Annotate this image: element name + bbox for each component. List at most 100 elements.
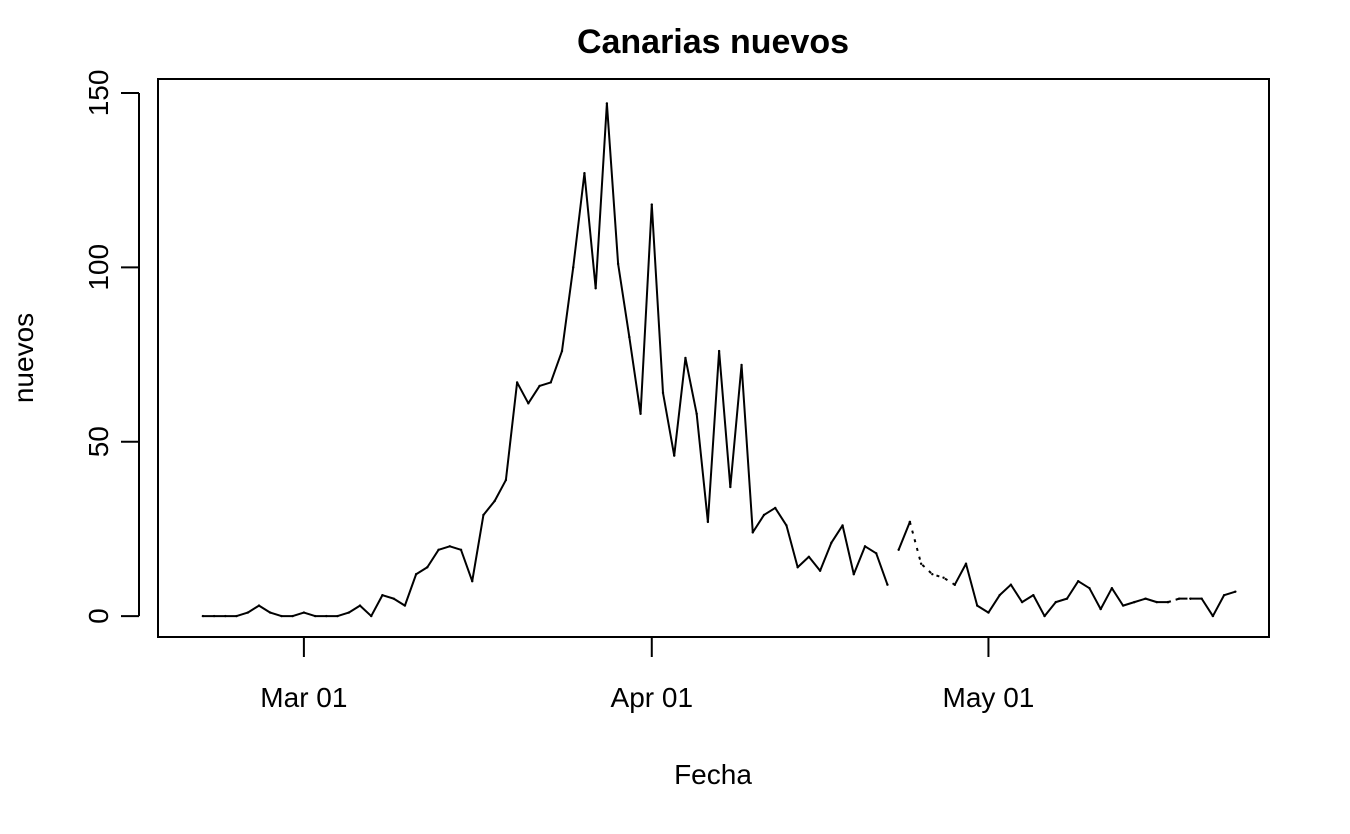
data-point: [931, 573, 934, 576]
x-tick-label: May 01: [943, 682, 1035, 713]
data-point: [1234, 590, 1237, 593]
data-point: [426, 566, 429, 569]
data-point: [370, 614, 373, 618]
series-layer: [201, 102, 1237, 618]
x-axis: Mar 01 Apr 01 May 01: [260, 637, 1034, 713]
data-point: [549, 381, 552, 384]
data-point: [998, 593, 1001, 597]
y-tick-label: 100: [83, 244, 114, 291]
data-point: [515, 381, 519, 384]
series-line: [953, 562, 1168, 618]
data-point: [257, 604, 261, 607]
data-point: [964, 562, 968, 565]
data-point: [897, 548, 900, 552]
data-point: [504, 478, 508, 482]
data-point: [471, 580, 474, 583]
data-point: [1155, 600, 1158, 604]
data-point: [751, 531, 754, 534]
data-point: [291, 614, 294, 618]
data-point: [875, 552, 878, 555]
y-axis-label: nuevos: [8, 313, 39, 403]
data-point: [1054, 600, 1057, 604]
data-point: [661, 391, 665, 395]
series-line: [202, 102, 889, 618]
data-point: [1043, 614, 1046, 618]
data-point: [1189, 597, 1192, 600]
x-tick-label: Apr 01: [611, 682, 694, 713]
data-point: [1222, 593, 1226, 597]
data-point: [987, 611, 990, 614]
data-point: [1099, 607, 1102, 611]
data-point: [235, 614, 238, 618]
data-point: [1077, 580, 1080, 583]
data-point: [818, 569, 822, 572]
data-point: [762, 513, 766, 517]
data-point: [482, 513, 485, 517]
series-line: [908, 521, 956, 586]
x-axis-label: Fecha: [674, 759, 752, 790]
series-line: [897, 521, 911, 551]
data-point: [1144, 597, 1147, 600]
data-point: [336, 614, 339, 618]
data-point: [605, 102, 609, 105]
data-point: [246, 611, 249, 614]
y-tick-label: 150: [83, 70, 114, 117]
data-point: [717, 349, 721, 353]
data-point: [212, 614, 216, 618]
data-point: [1121, 604, 1125, 607]
data-point: [493, 499, 496, 503]
y-axis: 0 50 100 150: [83, 70, 140, 624]
data-point: [448, 545, 451, 548]
data-point: [1133, 600, 1136, 604]
data-point: [796, 566, 799, 569]
data-point: [269, 611, 272, 614]
data-point: [1032, 593, 1035, 597]
data-point: [347, 611, 350, 614]
data-point: [706, 520, 710, 524]
data-point: [684, 356, 687, 360]
data-point: [403, 604, 407, 607]
data-point: [224, 614, 227, 618]
data-point: [381, 593, 384, 597]
data-point: [919, 562, 923, 565]
data-point: [942, 576, 945, 579]
data-point: [325, 614, 328, 618]
data-point: [437, 548, 440, 552]
data-point: [594, 287, 597, 290]
data-point: [280, 614, 283, 618]
data-point: [863, 545, 867, 548]
data-point: [774, 506, 777, 510]
data-point: [583, 171, 586, 175]
data-point: [302, 611, 306, 614]
data-point: [538, 384, 541, 388]
data-point: [841, 524, 844, 527]
plot-box: [157, 78, 1270, 638]
data-point: [886, 583, 889, 586]
data-point: [628, 335, 631, 339]
data-point: [830, 541, 833, 545]
data-point: [358, 604, 362, 607]
data-point: [414, 573, 418, 576]
data-point: [729, 485, 732, 489]
data-point: [1065, 597, 1069, 600]
data-point: [1178, 597, 1181, 600]
data-point: [673, 454, 676, 457]
data-point: [740, 363, 743, 367]
data-point: [201, 614, 205, 618]
y-tick-label: 0: [83, 608, 114, 624]
data-point: [572, 266, 575, 269]
data-point: [852, 573, 855, 576]
data-point: [650, 203, 653, 206]
series-line: [1190, 590, 1236, 618]
data-point: [953, 583, 956, 586]
data-point: [1020, 600, 1024, 604]
data-point: [527, 402, 530, 405]
data-point: [1009, 583, 1013, 586]
data-point: [560, 349, 564, 353]
data-point: [1088, 586, 1091, 590]
chart-title: Canarias nuevos: [577, 23, 849, 61]
data-point: [616, 262, 620, 266]
data-point: [1200, 597, 1203, 600]
data-point: [1166, 600, 1170, 604]
